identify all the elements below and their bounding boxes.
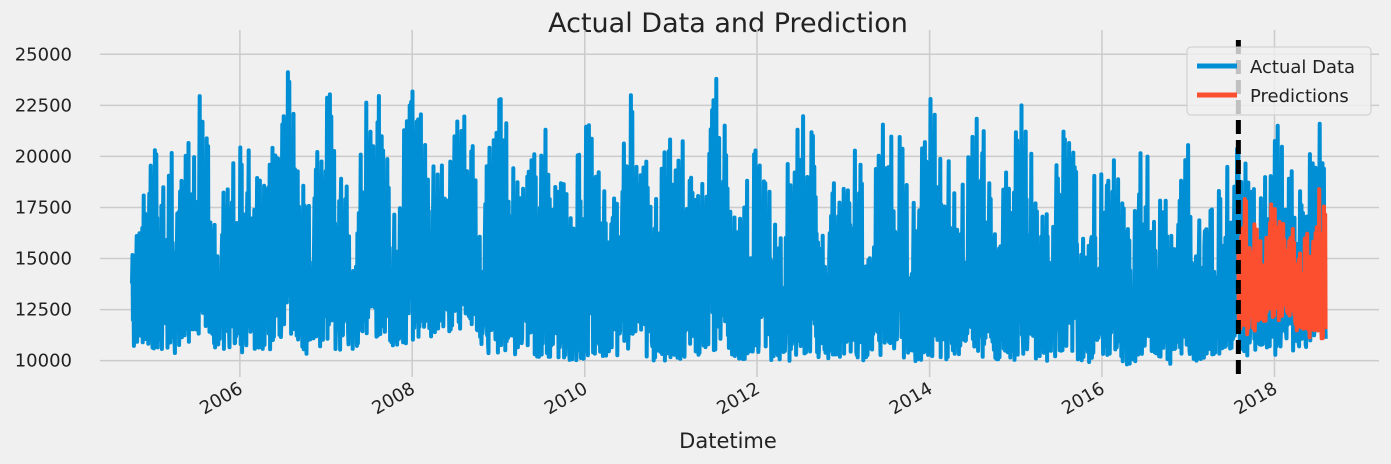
actual-data-line	[130, 70, 1328, 367]
y-tick-label: 20000	[15, 146, 72, 167]
legend: Actual Data Predictions	[1186, 46, 1372, 116]
x-axis-label: Datetime	[679, 429, 777, 453]
predictions-series	[1236, 187, 1328, 341]
y-tick-label: 10000	[15, 351, 72, 372]
legend-label-predictions: Predictions	[1250, 86, 1349, 107]
y-axis-ticks: 10000 12500 15000 17500 20000 22500 25000	[15, 44, 72, 371]
y-tick-label: 15000	[15, 249, 72, 270]
actual-data-series	[130, 70, 1328, 367]
y-tick-label: 17500	[15, 197, 72, 218]
y-tick-label: 25000	[15, 44, 72, 65]
y-tick-label: 22500	[15, 95, 72, 116]
predictions-line	[1236, 187, 1328, 341]
chart-title: Actual Data and Prediction	[548, 8, 908, 39]
y-tick-label: 12500	[15, 300, 72, 321]
legend-label-actual: Actual Data	[1250, 57, 1355, 78]
